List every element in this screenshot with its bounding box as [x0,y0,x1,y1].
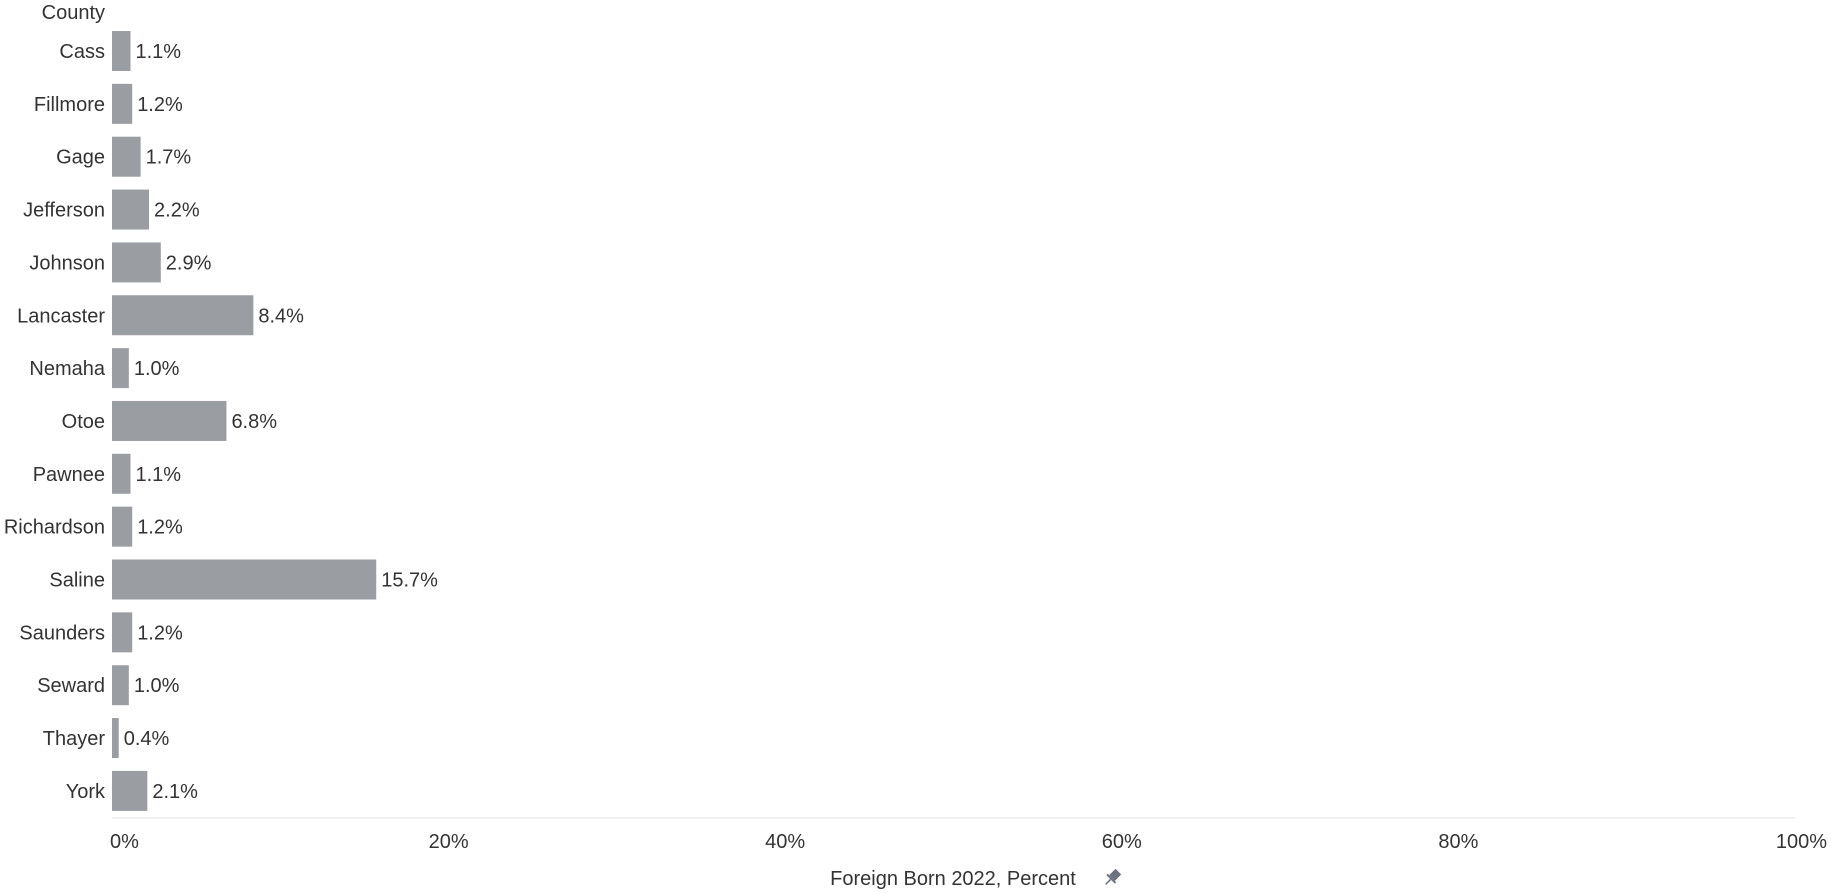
bar-saunders[interactable] [112,612,133,653]
value-label-pawnee: 1.1% [136,464,182,486]
category-label-thayer: Thayer [43,728,106,750]
category-label-richardson: Richardson [4,517,105,539]
x-axis-title: Foreign Born 2022, Percent [830,868,1076,890]
value-label-jefferson: 2.2% [154,200,200,222]
bars-group [112,31,377,811]
category-label-seward: Seward [37,675,105,697]
bar-lancaster[interactable] [112,295,254,336]
pin-icon[interactable] [1101,867,1122,888]
x-tick-label: 80% [1438,831,1478,853]
category-label-lancaster: Lancaster [17,305,105,327]
bar-nemaha[interactable] [112,348,129,389]
x-tick-label: 60% [1102,831,1142,853]
category-label-saunders: Saunders [19,622,105,644]
category-label-cass: Cass [59,41,105,63]
category-label-otoe: Otoe [62,411,105,433]
value-label-nemaha: 1.0% [134,358,180,380]
x-tick-labels: 0% 20% 40% 60% 80% 100% [110,831,1827,853]
bar-jefferson[interactable] [112,189,150,230]
category-label-fillmore: Fillmore [34,94,105,116]
bar-thayer[interactable] [112,718,119,759]
value-labels: 1.1% 1.2% 1.7% 2.2% 2.9% 8.4% 1.0% 6.8% 1.1% 1.2%… [124,41,438,803]
bar-fillmore[interactable] [112,83,133,124]
bar-seward[interactable] [112,665,129,706]
value-label-otoe: 6.8% [231,411,277,433]
category-label-nemaha: Nemaha [29,358,105,380]
value-label-york: 2.1% [152,781,198,803]
bar-gage[interactable] [112,136,141,177]
bar-pawnee[interactable] [112,453,131,494]
x-tick-label: 0% [110,831,139,853]
value-label-cass: 1.1% [136,41,182,63]
category-label-york: York [66,781,106,803]
category-header: County [42,2,105,24]
x-tick-label: 20% [429,831,469,853]
value-label-seward: 1.0% [134,675,180,697]
value-label-richardson: 1.2% [137,517,183,539]
category-label-saline: Saline [49,570,105,592]
category-label-johnson: Johnson [29,252,105,274]
value-label-gage: 1.7% [146,147,192,169]
value-label-thayer: 0.4% [124,728,170,750]
value-label-fillmore: 1.2% [137,94,183,116]
bar-saline[interactable] [112,559,377,600]
category-label-jefferson: Jefferson [23,200,105,222]
category-label-gage: Gage [56,147,105,169]
pin-icon-crossbar [1106,873,1117,884]
category-label-pawnee: Pawnee [33,464,105,486]
x-tick-label: 40% [765,831,805,853]
bar-johnson[interactable] [112,242,161,283]
bar-york[interactable] [112,770,148,811]
bar-richardson[interactable] [112,506,133,547]
value-label-lancaster: 8.4% [258,305,304,327]
pin-icon-needle [1105,878,1112,885]
value-label-johnson: 2.9% [166,252,212,274]
pin-icon-head [1109,868,1122,881]
bar-cass[interactable] [112,31,131,71]
x-tick-label: 100% [1776,831,1827,853]
bar-otoe[interactable] [112,400,227,441]
value-label-saunders: 1.2% [137,622,183,644]
value-label-saline: 15.7% [381,570,438,592]
category-labels: Cass Fillmore Gage Jefferson Johnson Lancaste… [4,41,106,803]
